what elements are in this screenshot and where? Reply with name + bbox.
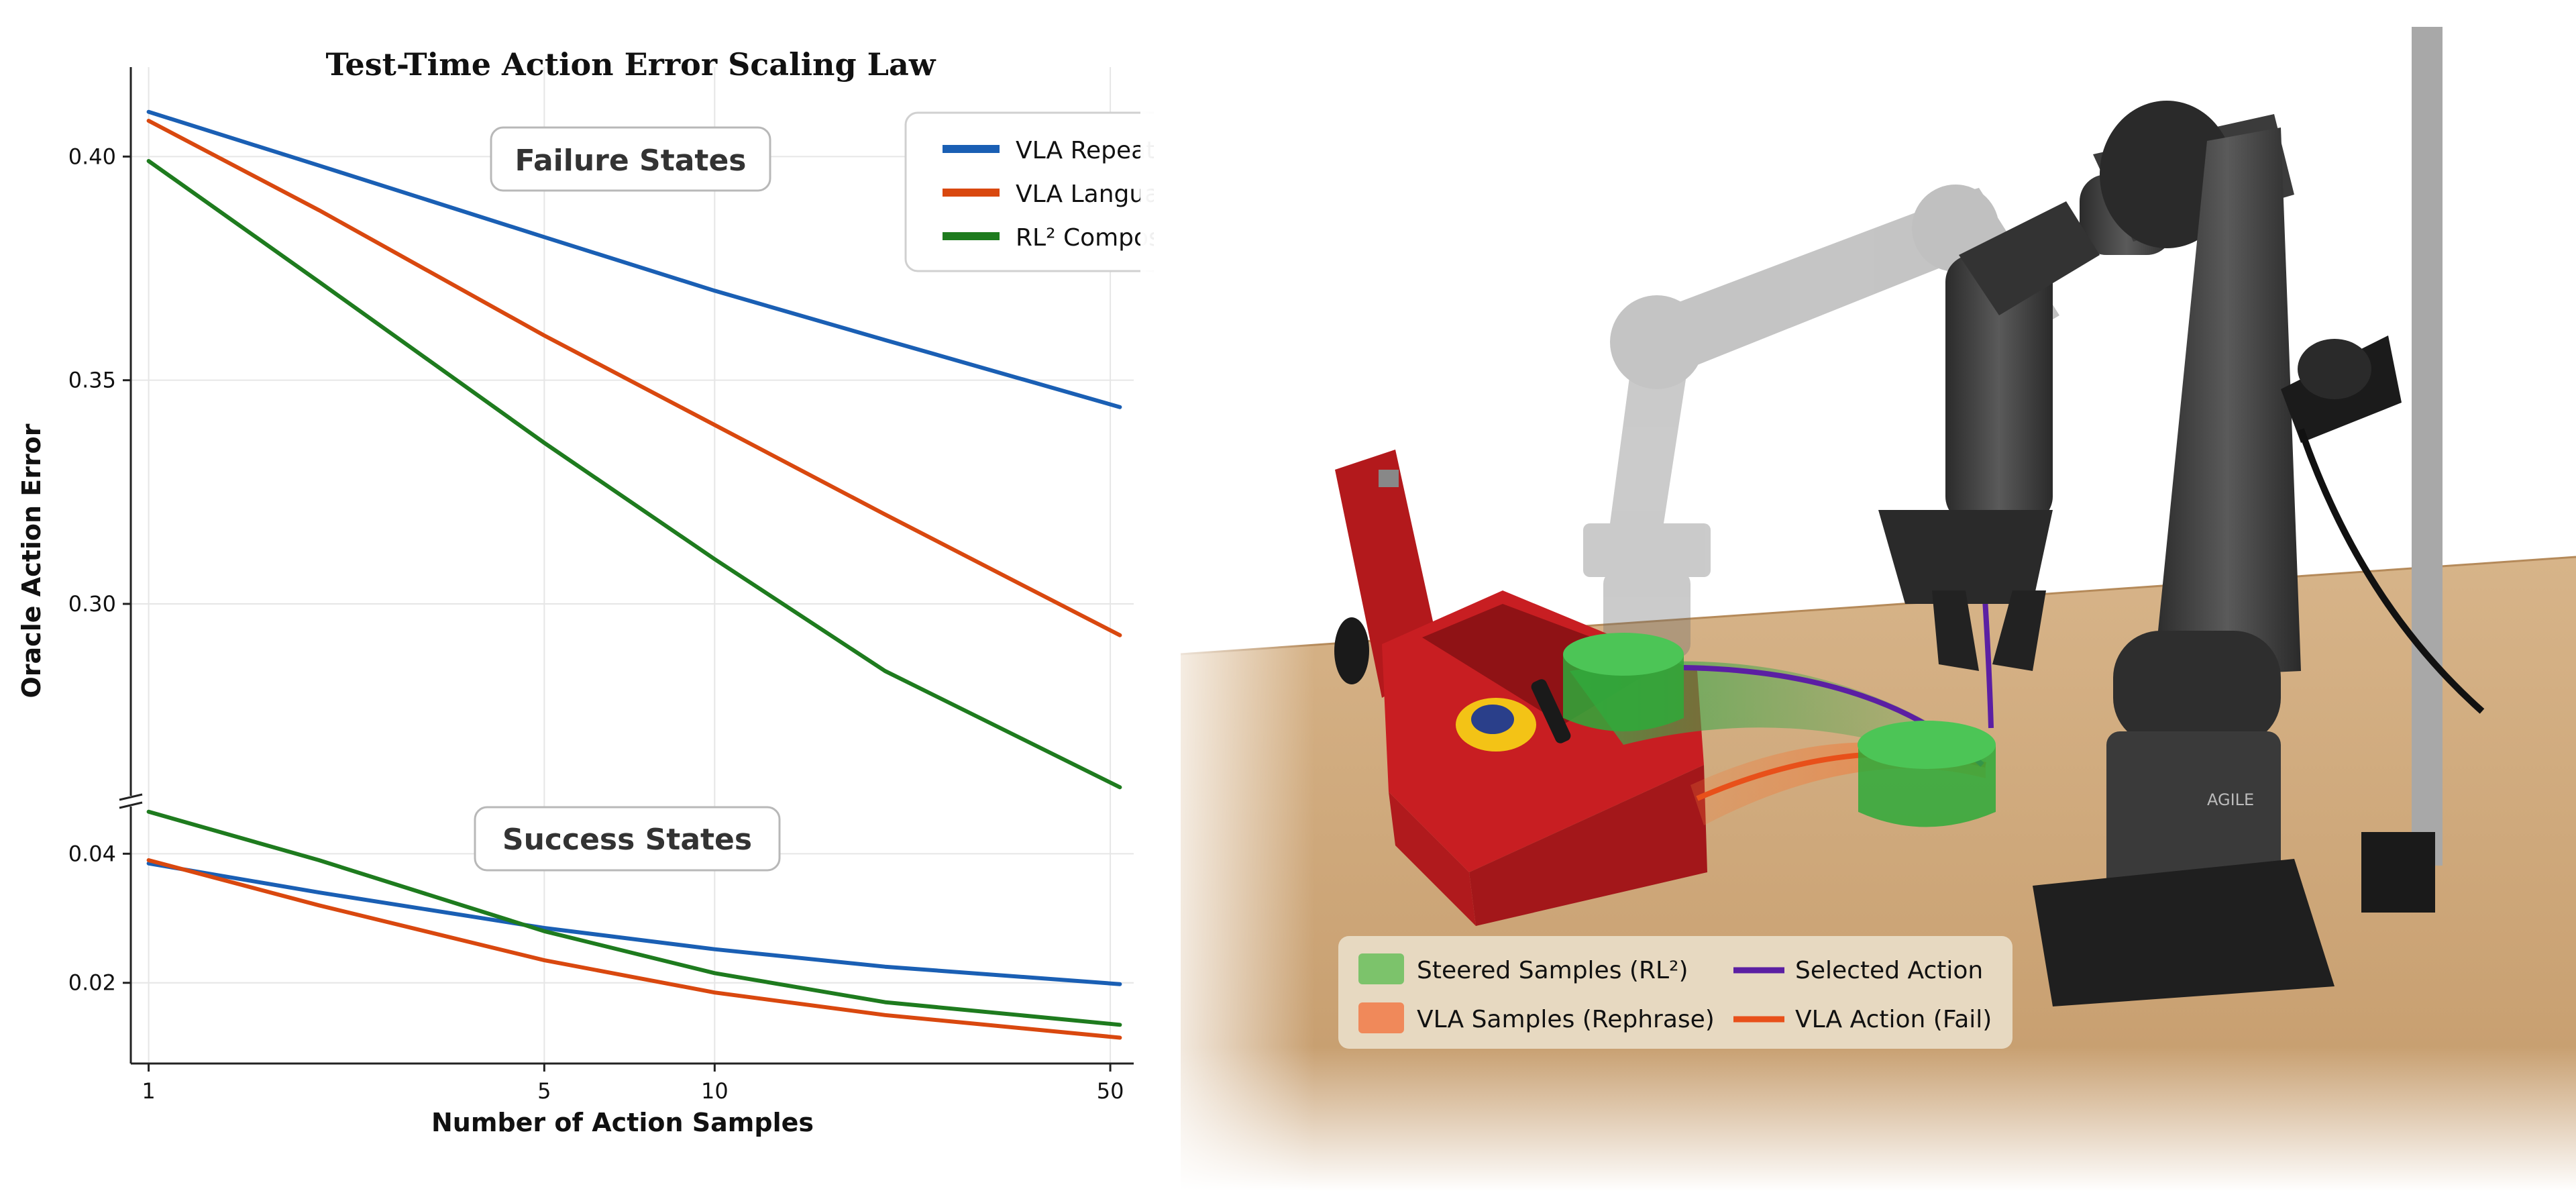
failure-states-label: Failure States: [515, 144, 747, 178]
axes-layer: [119, 67, 1134, 1065]
success-states-badge: Success States: [474, 806, 781, 872]
success-series-line-base-prompt: [146, 861, 1122, 986]
failure-series-line-compositional-steering: [146, 159, 1122, 790]
x-tick-label: 5: [537, 1078, 551, 1104]
legend-item-compositional-steering: RL² Compositional Steering (Ours): [943, 224, 1154, 252]
legend-label-vla-action-fail: VLA Action (Fail): [1795, 1006, 1992, 1033]
robot-photo-panel: AGILE Steered Samples (RL²) VLA Samples …: [1140, 0, 2576, 1191]
legend-item-base-prompt: VLA Repeated Sampling (Base Prompt): [943, 137, 1154, 164]
legend-item-rephrasing: VLA Language Instruction Rephrasing: [943, 180, 1154, 208]
axis-break-marker: [119, 793, 143, 809]
ticks-layer: 1 5 10 50 0.40 0.35 0.30 0.04 0.02: [68, 144, 1124, 1104]
legend-item-vla-samples: VLA Samples (Rephrase): [1358, 1002, 1715, 1033]
chart-panel: 1 5 10 50 0.40 0.35 0.30 0.04 0.02 Test-Time Act…: [0, 0, 1154, 1191]
legend-label-vla-samples: VLA Samples (Rephrase): [1417, 1006, 1715, 1033]
robot-arm: AGILE: [1878, 101, 2334, 1006]
robot-brand-label: AGILE: [2207, 790, 2254, 809]
chart-legend: VLA Repeated Sampling (Base Prompt) VLA …: [904, 111, 1154, 272]
legend-item-selected-action: Selected Action: [1733, 957, 1983, 984]
y-tick-label: 0.04: [68, 841, 116, 866]
failure-states-badge: Failure States: [490, 126, 771, 192]
photo-legend: Steered Samples (RL²) VLA Samples (Rephr…: [1338, 936, 2012, 1049]
success-series-line-compositional-steering: [146, 809, 1122, 1027]
y-tick-label: 0.30: [68, 591, 116, 617]
x-tick-label: 50: [1097, 1078, 1124, 1104]
legend-label-selected-action: Selected Action: [1795, 957, 1983, 984]
legend-swatch-vla-samples: [1358, 1002, 1404, 1033]
robot-scene-illustration: AGILE Steered Samples (RL²) VLA Samples …: [1140, 0, 2576, 1191]
y-tick-label: 0.02: [68, 970, 116, 996]
legend-item-steered-samples: Steered Samples (RL²): [1358, 953, 1688, 984]
success-states-label: Success States: [502, 823, 752, 857]
y-tick-label: 0.35: [68, 368, 116, 393]
failure-series-line-base-prompt: [146, 109, 1122, 409]
legend-label-compositional-steering: RL² Compositional Steering (Ours): [1016, 224, 1154, 252]
x-tick-label: 10: [701, 1078, 729, 1104]
x-tick-label: 1: [142, 1078, 155, 1104]
x-axis-label: Number of Action Samples: [431, 1108, 814, 1137]
success-series-line-rephrasing: [146, 858, 1122, 1040]
y-tick-label: 0.40: [68, 144, 116, 169]
camera-mount: [2281, 27, 2485, 913]
failure-series-line-rephrasing: [146, 119, 1122, 637]
legend-swatch-steered-samples: [1358, 953, 1404, 984]
legend-label-rephrasing: VLA Language Instruction Rephrasing: [1016, 180, 1154, 208]
series-layer: [146, 109, 1122, 1040]
legend-item-vla-action-fail: VLA Action (Fail): [1733, 1006, 1992, 1033]
chart-title: Test-Time Action Error Scaling Law: [326, 46, 936, 83]
legend-label-base-prompt: VLA Repeated Sampling (Base Prompt): [1016, 137, 1154, 164]
chart-svg: 1 5 10 50 0.40 0.35 0.30 0.04 0.02 Test-Time Act…: [17, 46, 1154, 1137]
green-cups: [1563, 633, 1996, 827]
y-axis-label: Oracle Action Error: [17, 423, 46, 698]
legend-label-steered-samples: Steered Samples (RL²): [1417, 957, 1688, 984]
